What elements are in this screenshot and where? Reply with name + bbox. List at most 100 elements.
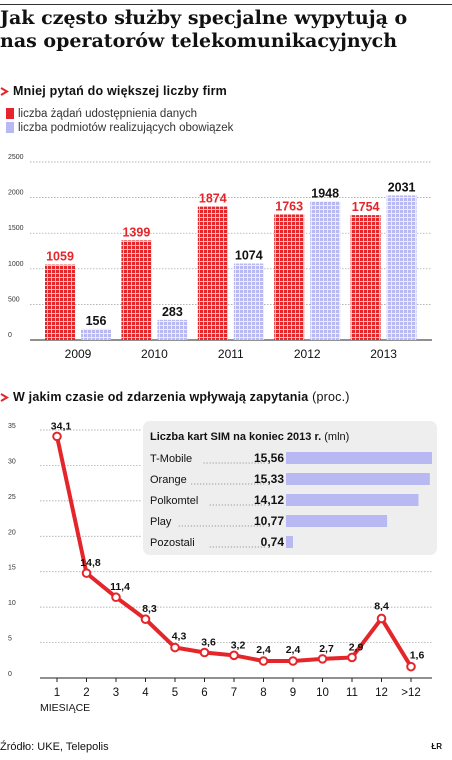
x-tick-label: 2 (83, 687, 89, 699)
arrow-bullet-icon (0, 391, 9, 402)
data-label: 2,4 (286, 644, 301, 656)
x-tick-label: 4 (142, 687, 149, 699)
y-tick-label: 35 (8, 423, 16, 430)
legend-swatch-lilac (6, 122, 14, 133)
x-tick-label: 2011 (218, 347, 244, 361)
x-tick-label: 6 (201, 687, 207, 699)
x-tick-label: 7 (231, 687, 237, 699)
x-tick-label: 1 (54, 687, 60, 699)
data-point (199, 647, 210, 658)
data-label-entities: 283 (162, 305, 183, 319)
y-tick-label: 15 (8, 565, 16, 572)
bar-entities (233, 263, 264, 340)
x-tick-label: 11 (346, 687, 358, 699)
data-label: 3,2 (231, 639, 246, 651)
data-label: 14,8 (80, 557, 101, 569)
data-label-entities: 156 (86, 314, 107, 328)
source-note: Źródło: UKE, Telepolis (0, 741, 109, 753)
x-tick-label: 2013 (370, 347, 397, 361)
sim-value-label: 15,56 (254, 451, 284, 465)
legend-item-requests: liczba żądań udostępnienia danych (6, 108, 197, 120)
sim-category-label: Play (150, 516, 172, 528)
x-axis-label: MIESIĄCE (40, 702, 90, 714)
data-point (170, 642, 180, 653)
x-tick-label: 10 (316, 687, 329, 699)
y-tick-label: 20 (8, 529, 16, 536)
bar-chart-title: Mniej pytań do większej liczby firm (13, 84, 227, 98)
x-tick-label: >12 (401, 687, 421, 699)
data-label: 34,1 (51, 420, 72, 432)
legend-label-entities: liczba podmiotów realizujących obowiązek (18, 122, 234, 134)
data-point (111, 592, 121, 603)
data-point (288, 656, 298, 666)
x-tick-label: 8 (260, 687, 266, 699)
data-label-requests: 1059 (46, 250, 74, 264)
y-tick-label: 1000 (8, 261, 24, 268)
data-label: 11,4 (110, 581, 130, 593)
data-label: 8,4 (374, 600, 389, 612)
sim-bar (286, 494, 419, 506)
data-label: 8,3 (142, 603, 157, 615)
data-label-entities: 1074 (235, 249, 263, 263)
data-label-requests: 1874 (199, 192, 227, 206)
data-point (347, 652, 357, 663)
sim-category-label: Pozostali (150, 537, 195, 549)
bar-entities (310, 201, 341, 340)
data-point (52, 431, 62, 442)
y-tick-label: 500 (8, 296, 20, 303)
sim-bar (286, 473, 430, 485)
sim-bar (286, 452, 432, 464)
sim-value-label: 10,77 (254, 514, 284, 528)
bar-entities (386, 195, 417, 340)
sim-value-label: 14,12 (254, 493, 284, 507)
bar-requests (350, 215, 381, 340)
x-tick-label: 2010 (141, 347, 168, 361)
y-tick-label: 25 (8, 494, 16, 501)
sim-value-label: 15,33 (254, 472, 284, 486)
legend-label-requests: liczba żądań udostępnienia danych (18, 108, 198, 120)
y-tick-label: 1500 (8, 225, 24, 232)
data-label-entities: 2031 (388, 180, 416, 194)
sim-panel-unit: (mln) (324, 431, 349, 443)
y-tick-label: 2000 (8, 190, 24, 197)
bar-chart-heading: Mniej pytań do większej liczby firm (0, 84, 227, 98)
data-label-requests: 1763 (275, 199, 303, 213)
line-chart-title: W jakim czasie od zdarzenia wpływają zap… (13, 390, 309, 404)
sim-panel-title: Liczba kart SIM na koniec 2013 r. (150, 431, 324, 443)
line-chart-unit: (proc.) (312, 390, 350, 404)
data-point (258, 656, 269, 666)
sim-value-label: 0,74 (261, 535, 285, 549)
y-tick-label: 10 (8, 600, 16, 607)
data-label: 2,4 (256, 644, 271, 656)
legend-swatch-red (6, 108, 14, 119)
data-point (376, 613, 387, 624)
data-label: 2,9 (349, 641, 364, 653)
data-label: 3,6 (201, 636, 216, 648)
bar-entities (81, 328, 111, 340)
x-tick-label: 9 (290, 687, 296, 699)
sim-panel-heading: Liczba kart SIM na koniec 2013 r. (mln) (150, 431, 349, 443)
sim-category-label: Polkomtel (150, 495, 198, 507)
data-point (406, 661, 416, 672)
sim-bar (286, 536, 293, 548)
data-point (81, 568, 92, 578)
y-tick-label: 30 (8, 458, 16, 465)
x-tick-label: 12 (375, 687, 388, 699)
author-mark: ŁR (431, 742, 442, 751)
bar-requests (274, 214, 305, 340)
sim-bar (286, 515, 388, 527)
y-tick-label: 5 (8, 636, 12, 643)
bar-requests (197, 206, 228, 340)
sim-category-label: T-Mobile (150, 453, 192, 465)
line-chart: 0 5 10 15 20 25 30 35 34,1 1 14,8 2 11,4 3 8,3 4 4,3 5 3,6… (8, 419, 439, 714)
bar-requests (121, 240, 152, 340)
data-point (317, 654, 328, 664)
data-label: 4,3 (172, 631, 187, 643)
arrow-bullet-icon (0, 85, 9, 96)
bar-requests (45, 264, 75, 340)
x-tick-label: 5 (172, 687, 178, 699)
data-label-requests: 1754 (352, 200, 380, 214)
data-label-entities: 1948 (311, 186, 339, 200)
line-chart-heading: W jakim czasie od zdarzenia wpływają zap… (0, 390, 350, 404)
data-point (140, 614, 151, 624)
